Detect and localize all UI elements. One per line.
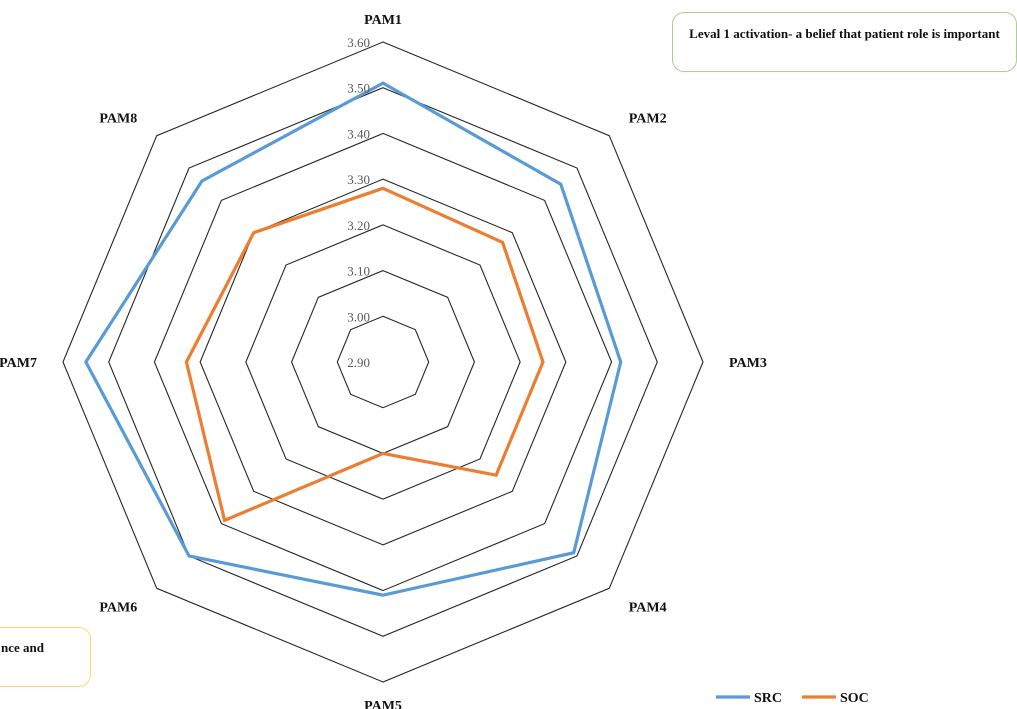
grid-ring-3.20 (245, 224, 521, 500)
legend-label-src: SRC (754, 691, 782, 706)
tick-label-2.90: 2.90 (347, 355, 370, 370)
tick-label-3.60: 3.60 (347, 35, 370, 50)
series-line-src (84, 81, 623, 597)
axis-label-pam6: PAM6 (99, 601, 137, 616)
axis-label-pam5: PAM5 (364, 699, 402, 709)
tick-label-3.50: 3.50 (347, 81, 370, 96)
grid-ring-3.30 (199, 178, 567, 546)
grid-ring-3.40 (153, 132, 613, 592)
tick-label-3.10: 3.10 (347, 264, 370, 279)
note-level2: nce and (0, 627, 91, 687)
note-level1-text: Leval 1 activation- a belief that patien… (689, 26, 1000, 41)
axis-label-pam2: PAM2 (629, 111, 667, 126)
axis-label-pam1: PAM1 (364, 13, 402, 28)
axis-label-pam8: PAM8 (99, 111, 137, 126)
tick-label-3.30: 3.30 (347, 172, 370, 187)
tick-label-3.00: 3.00 (347, 309, 370, 324)
grid-ring-3.10 (290, 269, 476, 455)
tick-label-3.40: 3.40 (347, 126, 370, 141)
note-level1-activation: Leval 1 activation- a belief that patien… (672, 12, 1017, 72)
series-layer (84, 81, 623, 597)
axis-label-pam7: PAM7 (0, 356, 37, 371)
grid-ring-3.50 (108, 87, 658, 637)
axis-labels: PAM1 PAM2 PAM3 PAM4 PAM5 PAM6 PAM7 PAM8 (0, 13, 767, 709)
grid-ring-3.60 (62, 41, 704, 683)
legend-label-soc: SOC (840, 691, 869, 706)
legend: SRC SOC (716, 691, 869, 706)
tick-label-3.20: 3.20 (347, 218, 370, 233)
radar-grid (62, 41, 704, 683)
series-line-soc (184, 186, 545, 523)
axis-label-pam4: PAM4 (629, 601, 667, 616)
grid-ring-3.00 (336, 315, 430, 409)
note-level2-text: nce and (1, 640, 44, 655)
axis-label-pam3: PAM3 (729, 356, 767, 371)
tick-layer: 2.90 3.00 3.10 3.20 3.30 3.40 3.50 3.60 (347, 35, 370, 370)
